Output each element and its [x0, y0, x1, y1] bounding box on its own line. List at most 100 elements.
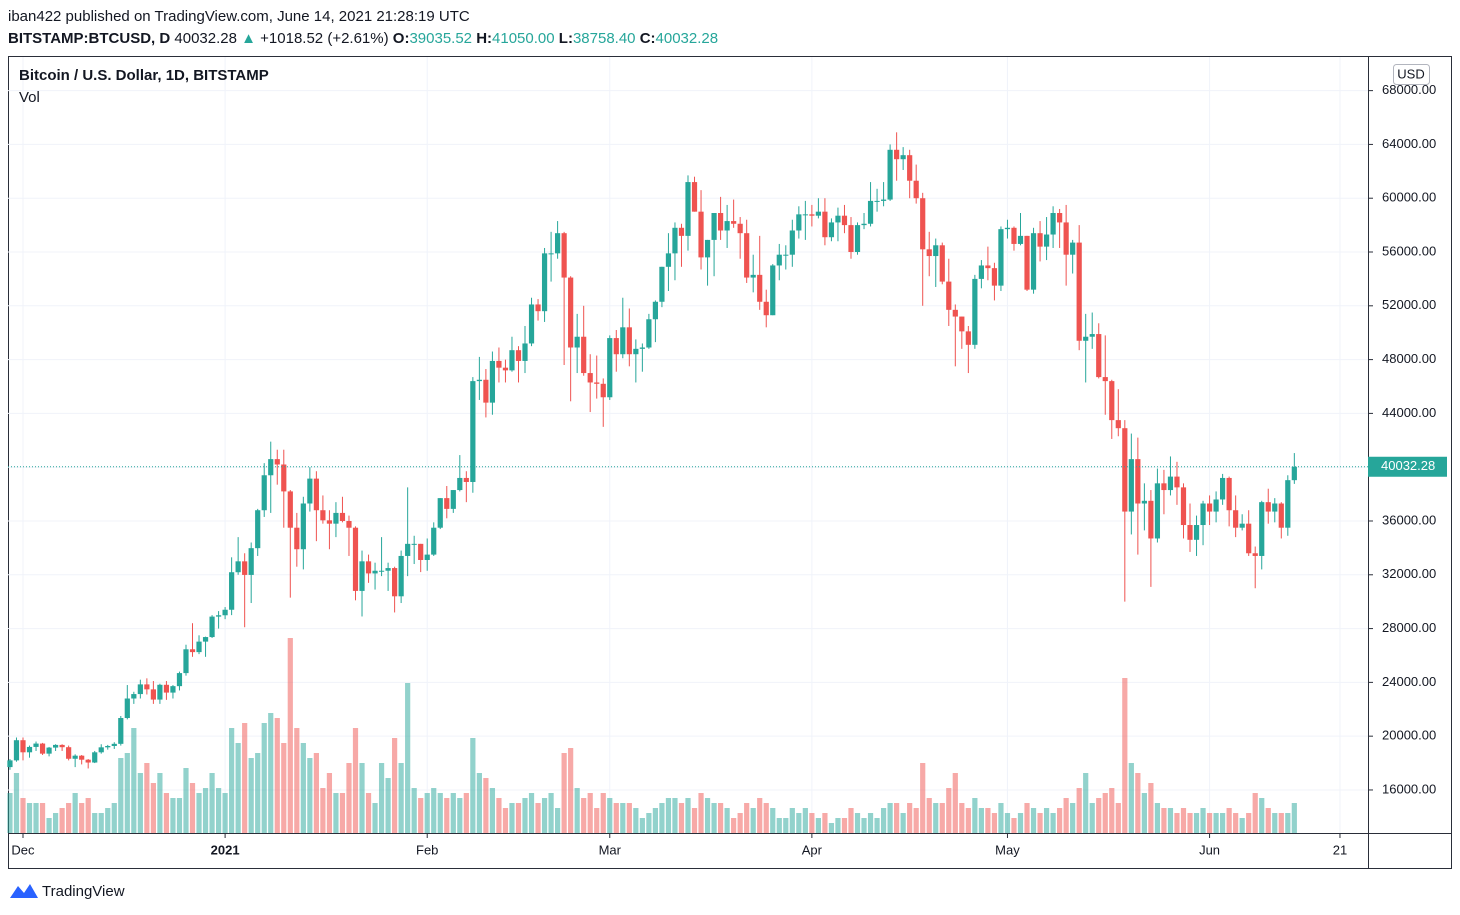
candle-body — [1050, 213, 1056, 235]
candle-body — [39, 743, 46, 754]
candle-body — [672, 227, 678, 254]
y-tick-label: 16000.00 — [1382, 781, 1436, 796]
candle-body — [300, 503, 306, 550]
candle-body — [555, 233, 561, 254]
volume-bar — [920, 763, 926, 833]
volume-bar — [1004, 813, 1011, 833]
candle-body — [46, 747, 52, 754]
candle-body — [1265, 502, 1271, 512]
volume-bar — [1141, 793, 1147, 833]
volume-bar — [261, 723, 267, 833]
candle-body — [1128, 459, 1134, 512]
volume-bar — [607, 798, 613, 833]
volume-bar — [1063, 798, 1069, 833]
volume-bar — [248, 758, 254, 833]
candle-body — [802, 214, 808, 216]
candle-body — [711, 213, 717, 240]
volume-bar — [789, 808, 795, 833]
candle-body — [1291, 466, 1297, 481]
volume-bar — [613, 803, 619, 833]
volume-bar — [1083, 773, 1089, 833]
candle-body — [346, 520, 352, 528]
candle-body — [737, 223, 743, 234]
volume-bar — [913, 808, 919, 833]
volume-bar — [796, 813, 802, 833]
candle-body — [411, 543, 417, 545]
volume-bar — [222, 793, 228, 833]
candle-body — [1063, 222, 1069, 255]
candle-body — [307, 478, 313, 504]
volume-bar — [744, 803, 750, 833]
candle-body — [600, 383, 606, 398]
volume-bar — [229, 728, 235, 833]
last-price-label: 40032.28 — [1381, 458, 1435, 473]
candle-body — [704, 239, 711, 258]
volume-bar — [1200, 808, 1206, 833]
volume-bar — [1148, 783, 1154, 833]
volume-bar — [991, 813, 998, 833]
volume-bar — [215, 788, 222, 833]
candle-body — [111, 743, 117, 746]
volume-bar — [92, 813, 98, 833]
candle-body — [535, 304, 541, 312]
high: 41050.00 — [492, 30, 555, 47]
header: iban422 published on TradingView.com, Ju… — [8, 6, 718, 50]
candle-body — [731, 221, 737, 224]
candle-body — [26, 746, 33, 753]
volume-bar — [1122, 678, 1128, 833]
candle-body — [1030, 233, 1037, 290]
x-tick-label: Feb — [416, 842, 438, 857]
volume-bar — [763, 803, 769, 833]
volume-bar — [85, 798, 91, 833]
volume-bar — [574, 788, 580, 833]
volume-bar — [287, 638, 293, 833]
candle-body — [463, 477, 469, 482]
candle-body — [880, 199, 887, 201]
symbol: BITSTAMP:BTCUSD, D — [8, 30, 171, 47]
quote-line: BITSTAMP:BTCUSD, D 40032.28 ▲ +1018.52 (… — [8, 28, 718, 50]
volume-bar — [835, 818, 841, 833]
candle-body — [1233, 510, 1239, 528]
volume-bar — [1076, 788, 1082, 833]
y-tick-label: 52000.00 — [1382, 297, 1436, 312]
volume-bar — [1206, 813, 1213, 833]
volume-bar — [1167, 808, 1174, 833]
volume-bar — [352, 728, 359, 833]
volume-bar — [281, 743, 287, 833]
candle-body — [52, 744, 59, 748]
volume-bar — [202, 788, 209, 833]
candle-body — [685, 182, 691, 236]
candle-body — [620, 327, 626, 355]
candle-body — [887, 149, 893, 200]
volume-bar — [392, 738, 398, 833]
candle-body — [359, 561, 365, 591]
candle-body — [72, 755, 78, 759]
candle-body — [1180, 487, 1187, 526]
volume-bar — [1285, 813, 1291, 833]
volume-bar — [600, 793, 606, 833]
volume-bar — [581, 798, 587, 833]
volume-bar — [1135, 773, 1141, 833]
candle-body — [776, 254, 782, 266]
y-tick-label: 64000.00 — [1382, 136, 1436, 151]
candle-body — [763, 301, 769, 316]
candle-body — [633, 348, 639, 355]
candle-body — [1187, 525, 1193, 540]
volume-bar — [1115, 803, 1121, 833]
volume-bar — [157, 773, 163, 833]
volume-bar — [79, 803, 85, 833]
volume-bar — [848, 808, 854, 833]
volume-bar — [541, 798, 548, 833]
candle-body — [248, 548, 254, 575]
candle-body — [170, 686, 176, 693]
candle-body — [85, 759, 91, 763]
volume-bar — [483, 778, 489, 833]
volume-bar — [1050, 813, 1056, 833]
volume-bar — [489, 788, 496, 833]
volume-bar — [13, 773, 20, 833]
volume-bar — [457, 798, 463, 833]
candle-body — [13, 740, 20, 761]
candle-body — [978, 265, 984, 279]
candle-body — [1070, 242, 1076, 255]
volume-bar — [1187, 813, 1193, 833]
